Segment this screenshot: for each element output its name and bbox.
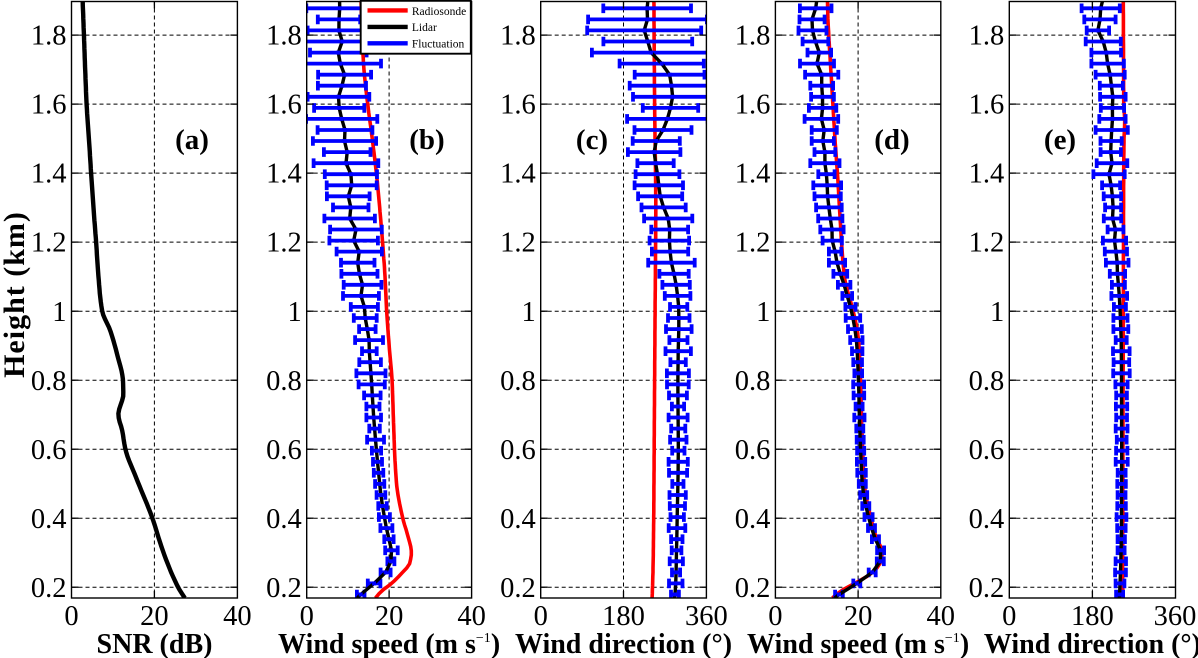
svg-text:0.8: 0.8 (266, 366, 302, 397)
svg-text:1.6: 1.6 (266, 90, 302, 121)
svg-text:(b): (b) (409, 124, 444, 156)
svg-text:1.8: 1.8 (500, 21, 536, 52)
svg-text:Radiosonde: Radiosonde (412, 6, 466, 18)
svg-text:Lidar: Lidar (412, 22, 437, 34)
svg-text:0.4: 0.4 (500, 504, 536, 535)
svg-text:(d): (d) (874, 124, 909, 156)
svg-text:0.2: 0.2 (735, 573, 771, 604)
svg-text:(c): (c) (576, 124, 608, 156)
svg-text:360: 360 (1154, 601, 1197, 632)
svg-text:0.8: 0.8 (969, 366, 1005, 397)
svg-text:1.6: 1.6 (31, 90, 67, 121)
svg-text:40: 40 (457, 601, 486, 632)
svg-text:1: 1 (287, 297, 301, 328)
svg-text:1.2: 1.2 (969, 228, 1005, 259)
svg-text:0.2: 0.2 (500, 573, 536, 604)
svg-text:1.8: 1.8 (969, 21, 1005, 52)
svg-text:0.2: 0.2 (31, 573, 67, 604)
svg-text:1.2: 1.2 (500, 228, 536, 259)
svg-text:1: 1 (521, 297, 535, 328)
svg-text:0.8: 0.8 (31, 366, 67, 397)
svg-text:1.8: 1.8 (31, 21, 67, 52)
svg-text:1.6: 1.6 (500, 90, 536, 121)
svg-text:0.8: 0.8 (735, 366, 771, 397)
svg-text:Wind direction (°): Wind direction (°) (515, 629, 732, 658)
svg-text:1.4: 1.4 (266, 159, 302, 190)
svg-text:1: 1 (52, 297, 66, 328)
svg-text:20: 20 (140, 601, 169, 632)
svg-text:1.2: 1.2 (31, 228, 67, 259)
svg-text:180: 180 (1071, 601, 1114, 632)
svg-text:40: 40 (223, 601, 252, 632)
svg-text:40: 40 (927, 601, 956, 632)
svg-text:0.6: 0.6 (735, 435, 771, 466)
svg-text:0.6: 0.6 (266, 435, 302, 466)
svg-text:SNR (dB): SNR (dB) (97, 629, 213, 658)
svg-text:1.4: 1.4 (500, 159, 536, 190)
svg-text:20: 20 (375, 601, 404, 632)
svg-text:1.6: 1.6 (735, 90, 771, 121)
svg-text:0.2: 0.2 (969, 573, 1005, 604)
svg-text:0.4: 0.4 (969, 504, 1005, 535)
svg-text:0.6: 0.6 (500, 435, 536, 466)
svg-text:0: 0 (1002, 601, 1016, 632)
svg-text:(e): (e) (1044, 124, 1076, 156)
svg-text:0: 0 (534, 601, 548, 632)
svg-text:20: 20 (844, 601, 873, 632)
svg-text:0.4: 0.4 (31, 504, 67, 535)
svg-text:1: 1 (756, 297, 770, 328)
svg-text:1: 1 (990, 297, 1004, 328)
svg-text:360: 360 (685, 601, 728, 632)
svg-text:1.2: 1.2 (266, 228, 302, 259)
svg-text:(a): (a) (175, 124, 209, 156)
svg-text:1.4: 1.4 (969, 159, 1005, 190)
svg-text:0.6: 0.6 (969, 435, 1005, 466)
svg-text:0.8: 0.8 (500, 366, 536, 397)
svg-text:Height (km): Height (km) (0, 211, 31, 378)
svg-text:0: 0 (768, 601, 782, 632)
svg-text:1.4: 1.4 (735, 159, 771, 190)
svg-text:1.4: 1.4 (31, 159, 67, 190)
svg-text:0.4: 0.4 (735, 504, 771, 535)
svg-text:Wind speed (m s−1): Wind speed (m s−1) (747, 629, 969, 658)
svg-text:Wind speed (m s−1): Wind speed (m s−1) (278, 629, 500, 658)
svg-text:0.2: 0.2 (266, 573, 302, 604)
svg-text:1.2: 1.2 (735, 228, 771, 259)
svg-text:0: 0 (300, 601, 314, 632)
svg-text:1.6: 1.6 (969, 90, 1005, 121)
svg-text:1.8: 1.8 (266, 21, 302, 52)
svg-text:0.6: 0.6 (31, 435, 67, 466)
svg-text:1.8: 1.8 (735, 21, 771, 52)
svg-text:0.4: 0.4 (266, 504, 302, 535)
svg-text:180: 180 (602, 601, 645, 632)
svg-text:0: 0 (64, 601, 78, 632)
svg-text:Wind direction (°): Wind direction (°) (984, 629, 1198, 658)
svg-text:Fluctuation: Fluctuation (412, 39, 465, 51)
